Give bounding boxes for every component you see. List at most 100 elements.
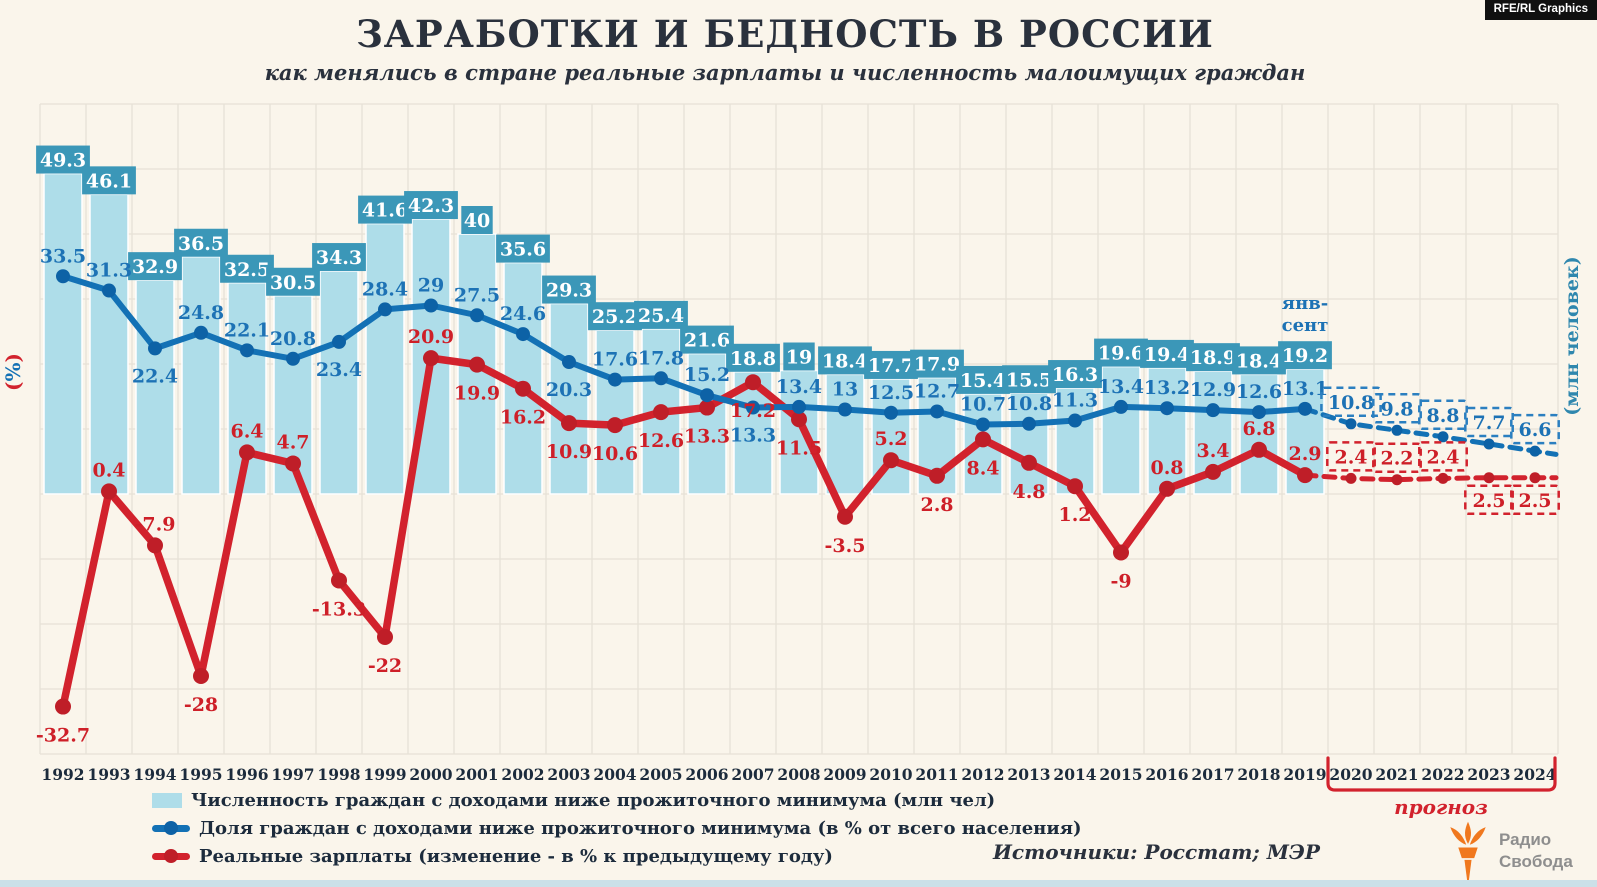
- year-label-2004: 2004: [593, 765, 636, 784]
- share-dot-1992: [56, 269, 70, 284]
- wages-label-1998: -13.3: [312, 598, 366, 620]
- share-label-2018: 12.6: [1236, 381, 1282, 403]
- wages-dot-1996: [239, 444, 255, 461]
- legend-label-poverty-count: Численность граждан с доходами ниже прож…: [191, 789, 996, 811]
- red-line-marker-icon: [152, 849, 190, 863]
- share-label-1997: 20.8: [270, 328, 316, 350]
- legend-label-real-wages: Реальные зарплаты (изменение - в % к пре…: [199, 845, 833, 867]
- bar-value-2018: 18.4: [1236, 350, 1282, 372]
- bar-value-box-2000: [404, 191, 458, 220]
- poverty-share-line: [56, 269, 1559, 457]
- year-label-2024: 2024: [1513, 765, 1556, 784]
- bar-value-2001: 40: [464, 210, 490, 232]
- share-label-2009: 13: [832, 379, 858, 401]
- share-dot-2010: [884, 405, 898, 420]
- share-dot-2002: [516, 327, 530, 342]
- year-label-2015: 2015: [1099, 765, 1142, 784]
- share-label-2000: 29: [418, 275, 444, 297]
- torch-icon: [1450, 821, 1486, 881]
- wages-dot-1995: [193, 668, 209, 684]
- year-label-2022: 2022: [1421, 765, 1464, 784]
- year-label-2012: 2012: [961, 765, 1004, 784]
- bar-value-1992: 49.3: [40, 150, 86, 172]
- year-label-2000: 2000: [409, 765, 452, 784]
- bar-1992: [43, 172, 83, 495]
- forecast-bracket: [1326, 756, 1557, 792]
- wages-label-1993: 0.4: [92, 459, 125, 481]
- wages-dot-1997: [285, 455, 301, 472]
- year-label-2017: 2017: [1191, 765, 1234, 784]
- share-label-1992: 33.5: [40, 245, 86, 267]
- blue-dot-icon: [164, 821, 178, 835]
- year-label-2011: 2011: [915, 765, 958, 784]
- wages-value-labels: -32.70.4-7.9-286.44.7-13.3-2220.919.916.…: [36, 326, 1322, 746]
- wages-dot-2003: [561, 415, 577, 432]
- share-dot-2000: [424, 298, 438, 313]
- share-forecast-dot-2021: [1391, 424, 1403, 436]
- year-label-2005: 2005: [639, 765, 682, 784]
- wages-label-1992: -32.7: [36, 725, 90, 747]
- year-label-1997: 1997: [271, 765, 314, 784]
- wages-forecast-2024-value: 2.5: [1518, 490, 1551, 512]
- bar-2003: [549, 302, 589, 495]
- bar-1994: [135, 279, 175, 495]
- wages-dot-2012: [975, 431, 991, 448]
- share-forecast-boxes: 10.8 9.8 8.8 7.7 6.6: [1320, 386, 1560, 445]
- share-label-1999: 28.4: [362, 278, 408, 300]
- share-dot-2006: [700, 388, 714, 403]
- share-label-1995: 24.8: [178, 302, 224, 324]
- wages-dot-2015: [1113, 544, 1129, 561]
- year-label-2009: 2009: [823, 765, 866, 784]
- bottom-strip: [0, 880, 1597, 887]
- axis-label-left: (%): [1, 353, 25, 391]
- wages-label-2005: 12.6: [638, 430, 684, 452]
- share-forecast-dot-2022: [1437, 431, 1449, 443]
- bar-value-box-2012: [956, 365, 1010, 394]
- year-label-2018: 2018: [1237, 765, 1280, 784]
- bar-value-1997: 30.5: [270, 272, 316, 294]
- bar-value-box-1993: [82, 166, 136, 195]
- wages-forecast-boxes: 2.4 2.2 2.4 2.5 2.5: [1326, 441, 1560, 515]
- year-label-2013: 2013: [1007, 765, 1050, 784]
- wages-dot-2018: [1251, 441, 1267, 458]
- wages-forecast-dot-2022: [1437, 472, 1449, 484]
- wages-label-2019: 2.9: [1288, 443, 1321, 465]
- wages-path: [59, 354, 1309, 711]
- bar-value-box-2009: [818, 346, 872, 375]
- wages-label-1999: -22: [368, 655, 402, 677]
- share-dot-2014: [1068, 413, 1082, 428]
- year-label-2016: 2016: [1145, 765, 1188, 784]
- year-label-1996: 1996: [225, 765, 268, 784]
- bar-value-1996: 32.5: [224, 259, 270, 281]
- year-label-1994: 1994: [133, 765, 176, 784]
- bar-note: янв-сент: [1282, 293, 1329, 336]
- bar-value-1994: 32.9: [132, 256, 178, 278]
- wages-forecast-2022-value: 2.4: [1426, 446, 1459, 468]
- bar-value-2006: 21.6: [684, 330, 730, 352]
- share-label-2007: 13.3: [730, 425, 776, 447]
- share-label-2006: 15.2: [684, 364, 730, 386]
- bar-2004: [595, 329, 635, 495]
- bar-value-2000: 42.3: [408, 195, 454, 217]
- share-dot-1998: [332, 334, 346, 349]
- wages-label-2000: 20.9: [408, 326, 454, 348]
- share-dot-2016: [1160, 401, 1174, 416]
- share-forecast-2021-value: 9.8: [1380, 398, 1413, 420]
- year-label-2001: 2001: [455, 765, 498, 784]
- wages-dot-2013: [1021, 454, 1037, 471]
- wages-dot-2016: [1159, 480, 1175, 497]
- bar-value-box-2006: [680, 325, 734, 354]
- wages-forecast-dot-2020: [1345, 472, 1357, 484]
- wages-label-1994: -7.9: [135, 513, 176, 535]
- share-dot-2007: [746, 400, 760, 415]
- share-dot-2019: [1298, 401, 1312, 416]
- share-label-2002: 24.6: [500, 303, 546, 325]
- share-label-2003: 20.3: [546, 379, 592, 401]
- wages-label-2004: 10.6: [592, 443, 638, 465]
- bar-value-box-2001: [461, 206, 493, 234]
- wages-label-2018: 6.8: [1242, 418, 1275, 440]
- bar-value-box-1996: [220, 254, 274, 283]
- share-dot-2004: [608, 372, 622, 387]
